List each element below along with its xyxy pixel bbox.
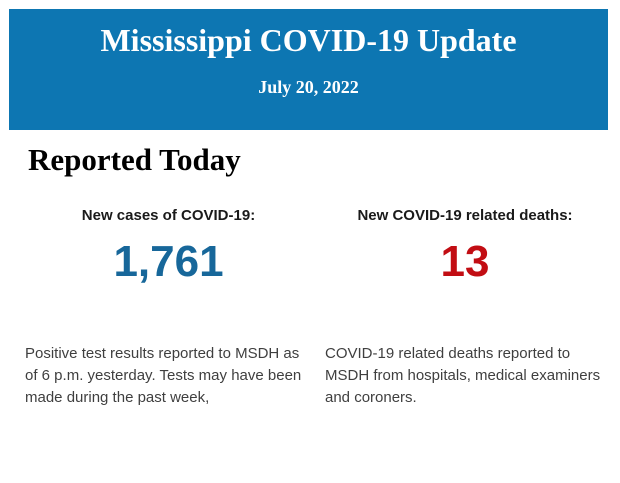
new-cases-label: New cases of COVID-19: xyxy=(81,207,256,224)
banner-title: Mississippi COVID-19 Update xyxy=(100,22,517,58)
section-heading-reported-today: Reported Today xyxy=(28,142,241,177)
stat-card-new-cases: New cases of COVID-19: 1,761 Positive te… xyxy=(25,207,312,409)
new-deaths-label: New COVID-19 related deaths: xyxy=(357,207,573,224)
stats-columns: New cases of COVID-19: 1,761 Positive te… xyxy=(25,207,605,409)
new-deaths-description: COVID-19 related deaths reported to MSDH… xyxy=(325,345,601,406)
new-deaths-value: 13 xyxy=(440,237,490,286)
new-cases-description: Positive test results reported to MSDH a… xyxy=(25,345,302,406)
banner-date: July 20, 2022 xyxy=(258,77,359,97)
header-banner: Mississippi COVID-19 Update July 20, 202… xyxy=(9,9,608,130)
stat-card-new-deaths: New COVID-19 related deaths: 13 COVID-19… xyxy=(325,207,605,409)
new-cases-value: 1,761 xyxy=(113,237,224,286)
